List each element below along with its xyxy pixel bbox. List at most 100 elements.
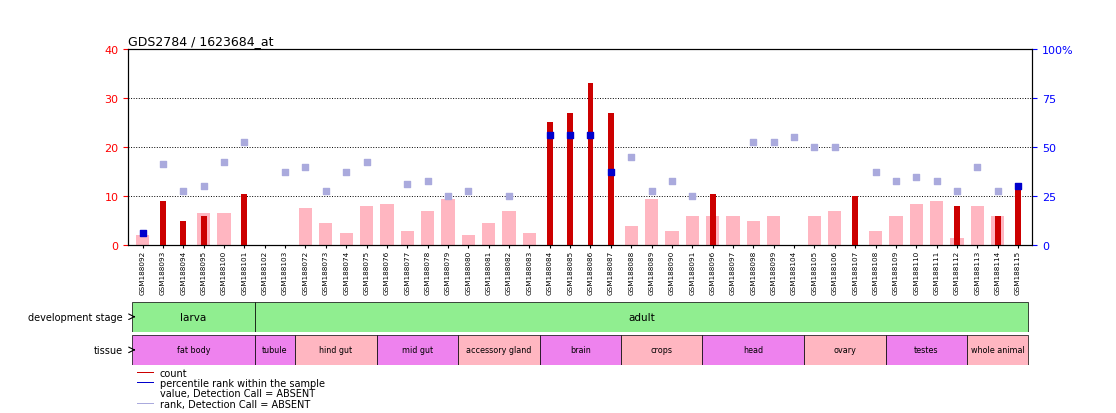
Bar: [133, 335, 254, 365]
Bar: [971, 206, 984, 246]
Bar: [702, 335, 805, 365]
Text: adult: adult: [628, 312, 655, 322]
Bar: [502, 211, 516, 246]
Bar: [767, 216, 780, 246]
Point: [947, 188, 965, 195]
Bar: [886, 335, 968, 365]
Bar: [377, 335, 459, 365]
Bar: [567, 113, 574, 246]
Point: [276, 169, 294, 176]
Text: testes: testes: [914, 346, 939, 354]
Bar: [625, 226, 638, 246]
Text: tissue: tissue: [94, 345, 123, 355]
Bar: [685, 216, 699, 246]
Bar: [547, 123, 552, 246]
Point: [194, 183, 212, 190]
Point: [826, 145, 844, 151]
Text: mid gut: mid gut: [402, 346, 433, 354]
Bar: [339, 233, 353, 246]
Text: GDS2784 / 1623684_at: GDS2784 / 1623684_at: [128, 36, 273, 48]
Bar: [910, 204, 923, 246]
Bar: [522, 233, 536, 246]
Bar: [299, 209, 312, 246]
Point: [357, 159, 375, 166]
Bar: [828, 211, 841, 246]
Bar: [1016, 187, 1021, 246]
Text: hind gut: hind gut: [319, 346, 353, 354]
Bar: [747, 221, 760, 246]
Text: crops: crops: [651, 346, 673, 354]
Bar: [540, 335, 620, 365]
Bar: [645, 199, 658, 246]
Point: [398, 181, 416, 188]
Bar: [360, 206, 373, 246]
Text: head: head: [743, 346, 763, 354]
Point: [154, 161, 172, 168]
Point: [786, 135, 804, 141]
Bar: [254, 302, 1028, 332]
Point: [500, 193, 518, 200]
Bar: [951, 238, 963, 246]
Point: [1009, 183, 1027, 190]
Bar: [254, 335, 296, 365]
Bar: [421, 211, 434, 246]
Point: [643, 188, 661, 195]
Point: [969, 164, 987, 171]
Text: brain: brain: [570, 346, 590, 354]
Bar: [853, 197, 858, 246]
Bar: [462, 236, 475, 246]
Text: count: count: [160, 368, 187, 378]
Bar: [381, 204, 394, 246]
Bar: [459, 335, 540, 365]
Point: [317, 188, 335, 195]
Point: [683, 193, 701, 200]
Bar: [218, 214, 231, 246]
Bar: [441, 199, 454, 246]
Point: [561, 132, 579, 139]
Bar: [482, 224, 496, 246]
Bar: [198, 214, 210, 246]
Bar: [587, 84, 594, 246]
Point: [867, 169, 885, 176]
Point: [887, 179, 905, 185]
Text: whole animal: whole animal: [971, 346, 1024, 354]
Text: ovary: ovary: [834, 346, 856, 354]
Bar: [137, 382, 154, 383]
Bar: [991, 216, 1004, 246]
Bar: [136, 236, 150, 246]
Point: [541, 132, 559, 139]
Bar: [401, 231, 414, 246]
Point: [663, 179, 681, 185]
Text: percentile rank within the sample: percentile rank within the sample: [160, 378, 325, 388]
Bar: [608, 113, 614, 246]
Bar: [160, 202, 166, 246]
Bar: [968, 335, 1028, 365]
Bar: [137, 393, 154, 394]
Point: [806, 145, 824, 151]
Bar: [665, 231, 679, 246]
Point: [744, 140, 762, 146]
Text: larva: larva: [181, 312, 206, 322]
Text: value, Detection Call = ABSENT: value, Detection Call = ABSENT: [160, 388, 315, 399]
Bar: [620, 335, 702, 365]
Bar: [994, 216, 1001, 246]
Point: [927, 179, 945, 185]
Bar: [808, 216, 821, 246]
Point: [215, 159, 233, 166]
Bar: [706, 216, 720, 246]
Bar: [201, 216, 206, 246]
Point: [235, 140, 253, 146]
Text: development stage: development stage: [28, 312, 123, 322]
Bar: [241, 194, 248, 246]
Text: accessory gland: accessory gland: [466, 346, 531, 354]
Point: [297, 164, 315, 171]
Point: [418, 179, 436, 185]
Point: [337, 169, 355, 176]
Bar: [954, 206, 960, 246]
Point: [764, 140, 782, 146]
Point: [460, 188, 478, 195]
Point: [439, 193, 456, 200]
Point: [581, 132, 599, 139]
Text: fat body: fat body: [176, 346, 210, 354]
Point: [602, 169, 619, 176]
